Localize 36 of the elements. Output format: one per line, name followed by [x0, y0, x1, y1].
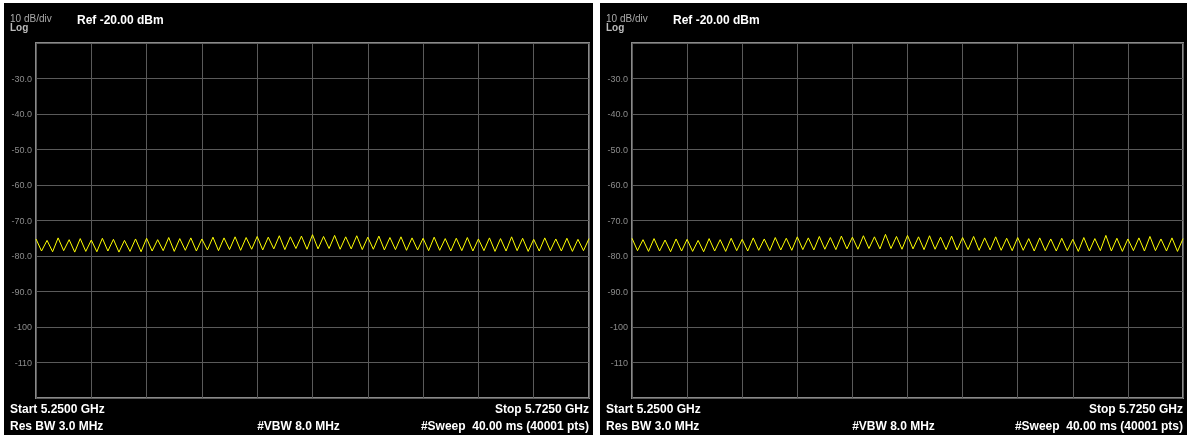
- y-tick-label: -30.0: [607, 73, 628, 84]
- y-tick-label: -60.0: [607, 180, 628, 190]
- text: #Sweep 40.00 ms (40001 pts): [420, 419, 589, 433]
- y-tick-label: -90.0: [607, 286, 628, 297]
- text: #VBW 8.0 MHz: [257, 419, 340, 433]
- chart-title: Ref -20.00 dBm: [673, 13, 760, 27]
- text: Start 5.2500 GHz: [606, 402, 701, 416]
- y-tick-label: -70.0: [11, 215, 32, 226]
- y-tick-label: -100: [609, 322, 628, 332]
- text: Res BW 3.0 MHz: [10, 419, 104, 433]
- text: Res BW 3.0 MHz: [606, 419, 700, 433]
- text: Stop 5.7250 GHz: [1088, 402, 1183, 416]
- y-axis-title: 10 dB/div: [10, 12, 52, 24]
- y-tick-label: -60.0: [11, 180, 32, 190]
- y-tick-label: -30.0: [11, 73, 32, 84]
- y-tick-label: -80.0: [11, 251, 32, 261]
- chart-title: Ref -20.00 dBm: [77, 13, 164, 27]
- y-tick-label: -50.0: [11, 144, 32, 155]
- y-tick-label: -70.0: [607, 215, 628, 226]
- line-series: [631, 233, 1184, 253]
- text: Stop 5.7250 GHz: [494, 402, 589, 416]
- text: #Sweep 40.00 ms (40001 pts): [1014, 419, 1183, 433]
- text: #VBW 8.0 MHz: [852, 419, 935, 433]
- y-tick-label: -40.0: [607, 109, 628, 119]
- text: Log: [10, 21, 29, 33]
- y-tick-label: -110: [14, 357, 32, 368]
- y-tick-label: -80.0: [607, 251, 628, 261]
- y-tick-label: -50.0: [607, 144, 628, 155]
- text: Log: [606, 21, 625, 33]
- y-tick-label: -100: [13, 322, 32, 332]
- y-tick-label: -110: [610, 357, 628, 368]
- line-series: [35, 234, 590, 253]
- y-axis-title: 10 dB/div: [606, 12, 648, 24]
- text: Start 5.2500 GHz: [10, 402, 105, 416]
- y-tick-label: -90.0: [11, 286, 32, 297]
- y-tick-label: -40.0: [11, 109, 32, 119]
